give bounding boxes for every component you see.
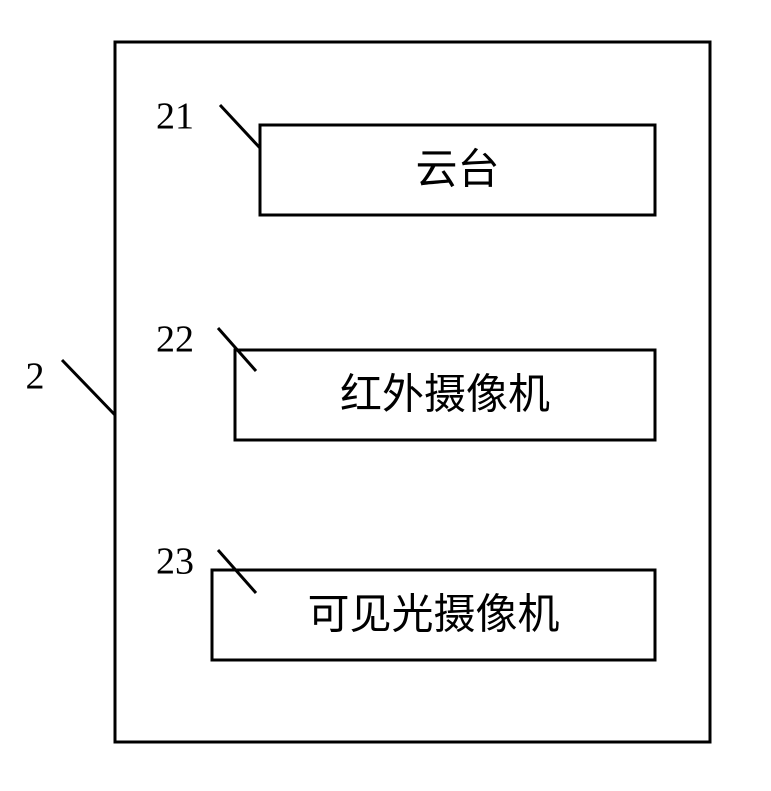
inner-box-ref-label-21: 21 — [156, 96, 194, 138]
inner-box-label-23: 可见光摄像机 — [307, 593, 559, 639]
inner-box-label-22: 红外摄像机 — [340, 373, 550, 419]
outer-box-ref-label: 2 — [26, 356, 45, 398]
inner-box-ref-label-23: 23 — [156, 541, 194, 583]
block-diagram: 2 云台 21 红外摄像机 22 可见光摄像机 23 — [0, 0, 771, 791]
inner-box-label-21: 云台 — [415, 148, 499, 194]
inner-box-ref-label-22: 22 — [156, 319, 194, 361]
